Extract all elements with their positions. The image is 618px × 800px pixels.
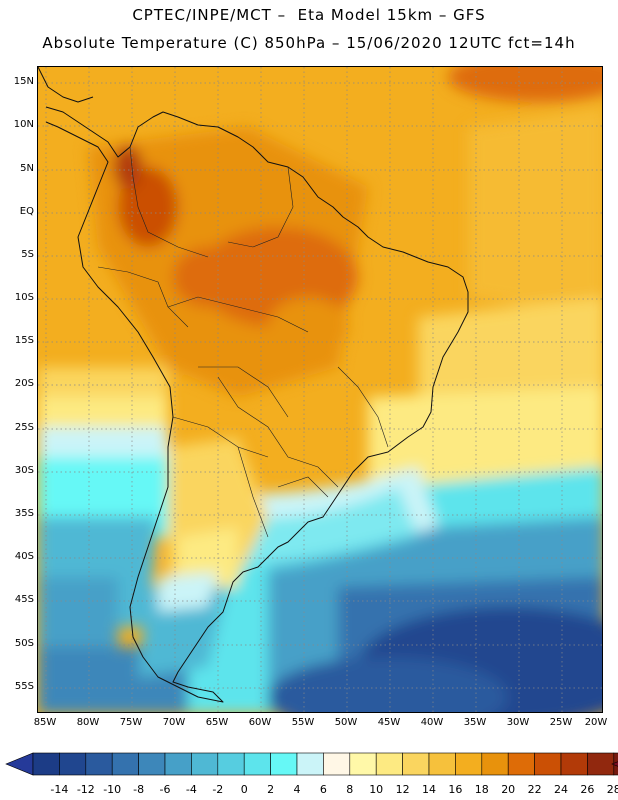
lon-label-65W: 65W	[205, 717, 229, 728]
lat-label-20S: 20S	[14, 378, 34, 389]
colorbar-tick-label: 12	[395, 783, 410, 796]
lon-label-45W: 45W	[377, 717, 401, 728]
lon-label-80W: 80W	[76, 717, 100, 728]
colorbar-cell	[270, 752, 298, 776]
lat-label-15N: 15N	[13, 76, 34, 87]
colorbar-tick-label: -4	[185, 783, 197, 796]
colorbar-tick-label: 26	[580, 783, 595, 796]
colorbar	[5, 752, 618, 776]
colorbar-tick-label: 24	[554, 783, 568, 796]
colorbar-cell	[296, 752, 324, 776]
colorbar-cell	[455, 752, 483, 776]
lat-label-10S: 10S	[14, 292, 34, 303]
colorbar-cell	[481, 752, 509, 776]
colorbar-cell	[587, 752, 615, 776]
lat-label-30S: 30S	[14, 465, 34, 476]
lat-label-5S: 5S	[21, 249, 34, 260]
map-panel	[37, 66, 603, 713]
colorbar-cell	[217, 752, 245, 776]
colorbar-under-arrow	[5, 752, 34, 776]
lat-label-45S: 45S	[14, 594, 34, 605]
lat-label-35S: 35S	[14, 508, 34, 519]
colorbar-tick-label: 18	[474, 783, 489, 796]
colorbar-cell	[243, 752, 271, 776]
colorbar-cell	[375, 752, 403, 776]
colorbar-tick-label: 22	[527, 783, 542, 796]
colorbar-cell	[323, 752, 351, 776]
colorbar-tick-label: 14	[422, 783, 436, 796]
colorbar-tick-label: -8	[133, 783, 145, 796]
colorbar-tick-label: 28	[606, 783, 618, 796]
colorbar-cell	[85, 752, 113, 776]
lon-label-55W: 55W	[291, 717, 315, 728]
colorbar-tick-label: -14	[50, 783, 69, 796]
colorbar-cell	[164, 752, 192, 776]
colorbar-cell	[59, 752, 87, 776]
colorbar-cell	[191, 752, 219, 776]
lat-label-50S: 50S	[14, 638, 34, 649]
colorbar-tick-label: 0	[240, 783, 248, 796]
country-borders	[97, 146, 389, 538]
lat-label-5N: 5N	[20, 163, 34, 174]
lon-label-85W: 85W	[33, 717, 57, 728]
colorbar-tick-label: -12	[76, 783, 95, 796]
title-line-1: CPTEC/INPE/MCT – Eta Model 15km – GFS	[132, 6, 486, 24]
lon-label-35W: 35W	[463, 717, 487, 728]
lat-label-25S: 25S	[14, 422, 34, 433]
temperature-map	[38, 67, 602, 712]
colorbar-cell	[349, 752, 377, 776]
colorbar-cell	[402, 752, 430, 776]
colorbar-cell	[428, 752, 456, 776]
colorbar-cell	[111, 752, 139, 776]
lat-label-15S: 15S	[14, 335, 34, 346]
lon-label-70W: 70W	[162, 717, 186, 728]
lon-label-40W: 40W	[420, 717, 444, 728]
lat-label-40S: 40S	[14, 551, 34, 562]
colorbar-tick-label: -2	[212, 783, 224, 796]
lon-label-75W: 75W	[119, 717, 143, 728]
colorbar-tick-label: -6	[159, 783, 171, 796]
colorbar-tick-label: 4	[293, 783, 301, 796]
colorbar-tick-label: 20	[501, 783, 516, 796]
lat-label-EQ: EQ	[19, 206, 34, 217]
central-america-coast	[38, 67, 94, 103]
lon-label-50W: 50W	[334, 717, 358, 728]
colorbar-tick-label: 6	[319, 783, 327, 796]
title-line-2: Absolute Temperature (C) 850hPa – 15/06/…	[42, 34, 576, 52]
colorbar-tick-label: -10	[103, 783, 122, 796]
colorbar-cell	[534, 752, 562, 776]
colorbar-tick-label: 2	[267, 783, 275, 796]
colorbar-cell	[560, 752, 588, 776]
colorbar-tick-label: 8	[346, 783, 354, 796]
colorbar-cell	[32, 752, 60, 776]
colorbar-cell	[507, 752, 535, 776]
lon-label-20W: 20W	[584, 717, 608, 728]
lat-label-10N: 10N	[13, 119, 34, 130]
temperature-field	[38, 67, 602, 712]
colorbar-tick-label: 16	[448, 783, 463, 796]
colorbar-tick-label: 10	[369, 783, 384, 796]
lat-label-55S: 55S	[14, 681, 34, 692]
lon-label-30W: 30W	[506, 717, 530, 728]
colorbar-cell	[138, 752, 166, 776]
lon-label-25W: 25W	[549, 717, 573, 728]
lon-label-60W: 60W	[248, 717, 272, 728]
colorbar-over-arrow	[611, 761, 618, 767]
